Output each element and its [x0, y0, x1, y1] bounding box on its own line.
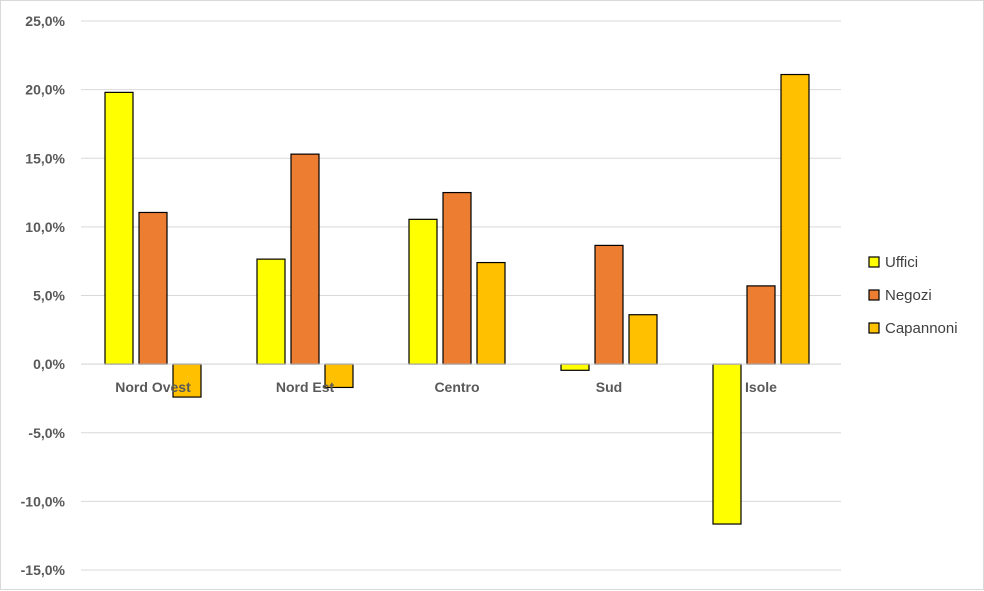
x-category-label: Nord Est [276, 379, 335, 395]
legend-label-negozi: Negozi [885, 287, 932, 304]
bar-uffici-nord-est [256, 258, 286, 365]
y-tick-label: 15,0% [25, 150, 65, 166]
y-tick-label: 25,0% [25, 13, 65, 29]
bar-uffici-centro [408, 218, 438, 365]
bar-uffici-sud [560, 363, 590, 371]
y-tick-label: -5,0% [28, 425, 65, 441]
bar-negozi-centro [442, 191, 472, 365]
bar-negozi-nord-est [290, 153, 320, 365]
bar-negozi-isole [746, 285, 776, 365]
bar-capannoni-isole [780, 73, 810, 365]
bar-negozi-nord-ovest [138, 211, 168, 365]
bar-capannoni-sud [628, 314, 658, 365]
y-tick-label: -15,0% [21, 562, 66, 578]
bar-negozi-sud [594, 244, 624, 365]
x-category-label: Sud [596, 379, 622, 395]
x-category-label: Nord Ovest [115, 379, 191, 395]
y-tick-label: 5,0% [33, 288, 65, 304]
legend-label-uffici: Uffici [885, 254, 918, 271]
y-tick-label: -10,0% [21, 493, 66, 509]
x-category-label: Isole [745, 379, 777, 395]
legend-swatch-uffici [868, 256, 880, 268]
y-tick-label: 10,0% [25, 219, 65, 235]
bar-uffici-nord-ovest [104, 91, 134, 365]
bar-capannoni-centro [476, 261, 506, 365]
bar-uffici-isole [712, 363, 742, 525]
legend-swatch-negozi [868, 289, 880, 301]
y-tick-label: 20,0% [25, 82, 65, 98]
legend-swatch-capannoni [868, 322, 880, 334]
legend-label-capannoni: Capannoni [885, 320, 958, 337]
y-tick-label: 0,0% [33, 356, 65, 372]
x-category-label: Centro [434, 379, 479, 395]
